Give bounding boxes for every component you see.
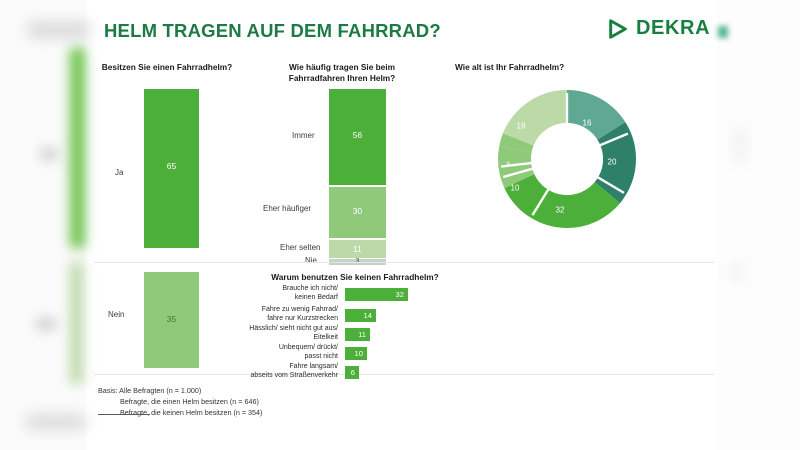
donut-value-weiss-nicht: 19 bbox=[516, 121, 526, 131]
hbar-unbequem: 10 bbox=[345, 347, 367, 360]
donut-label-weiss-nicht bbox=[440, 99, 506, 108]
basis-line-3: Befragte, die keinen Helm besitzen (n = … bbox=[120, 408, 263, 418]
hbar-brauche-nicht: 32 bbox=[345, 288, 408, 301]
frequency-title-line1: Wie häufig tragen Sie beim bbox=[289, 62, 395, 72]
helmet-age-donut-chart: 16 20 32 10 3 19 bbox=[492, 84, 642, 234]
section-divider-bottom bbox=[94, 374, 714, 375]
slice-6-10-jahre bbox=[498, 90, 636, 228]
bar-value-eher-haeufiger: 30 bbox=[352, 206, 363, 216]
bar-value-nie: 3 bbox=[329, 258, 386, 265]
slice-3-5-jahre bbox=[498, 90, 636, 228]
dekra-logo: DEKRA bbox=[607, 17, 710, 40]
bar-value-immer: 56 bbox=[352, 130, 363, 140]
hbar-value-zu-wenig-fahrrad: 14 bbox=[363, 311, 372, 320]
frequency-chart-title: Wie häufig tragen Sie beim Fahrradfahren… bbox=[262, 62, 422, 84]
bar-immer: 56 bbox=[329, 89, 386, 185]
hbar-zu-wenig-fahrrad: 14 bbox=[345, 309, 376, 322]
age-chart-title: Wie alt ist Ihr Fahrradhelm? bbox=[455, 62, 565, 72]
donut-value-3-5-jahre: 32 bbox=[555, 205, 565, 215]
basis-footnote: Basis: Alle Befragten (n = 1.000) Befrag… bbox=[98, 385, 262, 418]
hbar-fahre-langsam: 6 bbox=[345, 366, 359, 379]
donut-value-over-10-jahre: 3 bbox=[506, 161, 510, 169]
basis-underline bbox=[98, 414, 150, 415]
bar-label-nie: Nie bbox=[305, 256, 318, 265]
bar-value-eher-selten: 11 bbox=[353, 244, 362, 254]
bar-value-ja: 65 bbox=[166, 161, 177, 171]
slice-2-jahre bbox=[498, 90, 636, 228]
bar-label-eher-haeufiger: Eher häufiger bbox=[263, 204, 312, 213]
hbar-value-haesslich: 11 bbox=[358, 330, 366, 339]
hbar-label-brauche-nicht: Brauche ich nicht/ keinen Bedarf bbox=[282, 285, 338, 301]
hbar-value-fahre-langsam: 6 bbox=[350, 368, 355, 377]
donut-svg bbox=[498, 90, 636, 228]
section-divider-top bbox=[94, 262, 714, 263]
bar-value-nein: 35 bbox=[166, 314, 177, 324]
hbar-label-fahre-langsam: Fahre langsam/ abseits vom Straßenverkeh… bbox=[250, 363, 338, 379]
bar-ja: 65 bbox=[144, 89, 199, 248]
hbar-label-haesslich: Hässlich/ sieht nicht gut aus/ Eitelkeit bbox=[249, 325, 338, 341]
frequency-title-line2: Fahrradfahren Ihren Helm? bbox=[288, 72, 396, 83]
ownership-chart-title: Besitzen Sie einen Fahrradhelm? bbox=[101, 62, 233, 72]
donut-value-6-10-jahre: 10 bbox=[510, 183, 520, 193]
hbar-value-unbequem: 10 bbox=[354, 349, 363, 358]
page-title: HELM TRAGEN AUF DEM FAHRRAD? bbox=[104, 20, 441, 41]
bar-eher-selten: 11 bbox=[329, 240, 386, 258]
bar-label-nein: Nein bbox=[108, 310, 125, 319]
hbar-label-zu-wenig-fahrrad: Fahre zu wenig Fahrrad/ fahre nur Kurzst… bbox=[261, 306, 338, 322]
bar-label-ja: Ja bbox=[115, 168, 124, 177]
bar-label-eher-selten: Eher selten bbox=[280, 243, 321, 252]
basis-line-1: Basis: Alle Befragten (n = 1.000) bbox=[98, 386, 202, 395]
dekra-wordmark: DEKRA bbox=[636, 17, 711, 39]
hbar-label-unbequem: Unbequem/ drückt/ passt nicht bbox=[278, 344, 338, 360]
dekra-arrow-icon bbox=[607, 18, 629, 40]
basis-line-2: Befragte, die einen Helm besitzen (n = 6… bbox=[120, 397, 259, 407]
bar-eher-haeufiger: 30 bbox=[329, 187, 386, 238]
hbar-haesslich: 11 bbox=[345, 328, 370, 341]
right-blurred-edge bbox=[718, 0, 800, 450]
bar-label-immer: Immer bbox=[292, 131, 315, 140]
hbar-value-brauche-nicht: 32 bbox=[395, 290, 404, 299]
donut-value-2-jahre: 20 bbox=[607, 157, 617, 167]
donut-value-1-jahr: 16 bbox=[582, 118, 592, 128]
bar-nein: 35 bbox=[144, 272, 199, 368]
reasons-chart-title: Warum benutzen Sie keinen Fahrradhelm? bbox=[271, 272, 439, 282]
